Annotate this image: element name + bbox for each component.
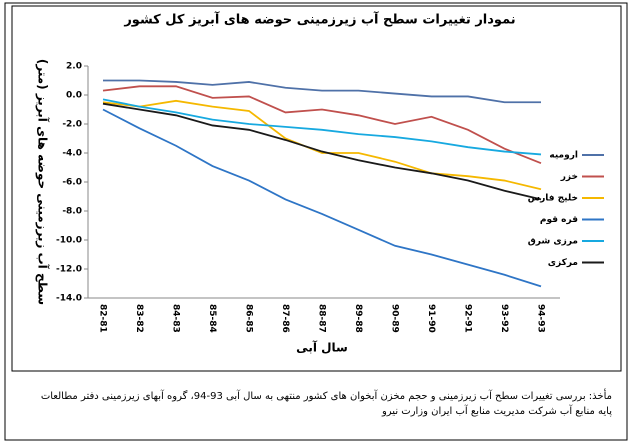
x-tick-label: 94-93 <box>536 304 546 333</box>
series-line <box>102 85 542 164</box>
series-line <box>103 79 541 104</box>
y-tick-label: -6.0 <box>62 178 82 188</box>
x-tick-label: 84-83 <box>171 304 181 333</box>
series-line <box>102 108 542 288</box>
y-tick-label: -4.0 <box>62 149 82 159</box>
legend-label: مرکزی <box>548 258 578 268</box>
x-tick-label: 92-91 <box>463 304 473 333</box>
outer-frame <box>4 2 628 441</box>
x-tick-label: 93-92 <box>499 304 509 333</box>
source-line: پایه منابع آب شرکت مدیریت منابع آب ایران… <box>381 404 612 417</box>
legend-label: ارومیه <box>549 151 578 161</box>
legend-label: قره قوم <box>540 215 578 225</box>
source-line: مأخذ: بررسی تغییرات سطح آب زیرزمینی و حج… <box>41 388 612 402</box>
chart-frame <box>11 5 622 372</box>
x-tick-label: 87-86 <box>280 304 290 333</box>
y-tick-label: -8.0 <box>62 207 82 217</box>
x-tick-label: 88-87 <box>317 304 327 333</box>
legend-label: خزر <box>560 172 578 182</box>
x-axis-label: سال آبی <box>296 340 348 355</box>
legend-label: خلیج فارس <box>528 194 578 204</box>
x-tick-label: 85-84 <box>207 304 217 333</box>
x-tick-label: 89-88 <box>353 304 363 333</box>
y-tick-label: 2.0 <box>66 62 82 72</box>
y-tick-label: -10.0 <box>56 236 82 246</box>
series-line <box>102 99 542 191</box>
legend-label: مرزی شرق <box>528 237 578 247</box>
x-tick-label: 82-81 <box>98 304 108 333</box>
y-tick-label: -12.0 <box>56 265 82 275</box>
x-tick-label: 86-85 <box>244 304 254 333</box>
x-tick-label: 83-82 <box>134 304 144 333</box>
x-tick-label: 90-89 <box>390 304 400 333</box>
series-line <box>102 102 542 201</box>
y-tick-label: -2.0 <box>62 120 82 130</box>
series-line <box>102 98 542 156</box>
y-tick-label: 0.0 <box>66 91 82 101</box>
y-tick-label: -14.0 <box>56 294 82 304</box>
y-axis-label: سطح آب زیرزمینی حوضه های آبریز (متر) <box>35 59 51 305</box>
chart-title: نمودار تغییرات سطح آب زیرزمینی حوضه های … <box>123 11 515 28</box>
x-tick-label: 91-90 <box>426 304 436 333</box>
